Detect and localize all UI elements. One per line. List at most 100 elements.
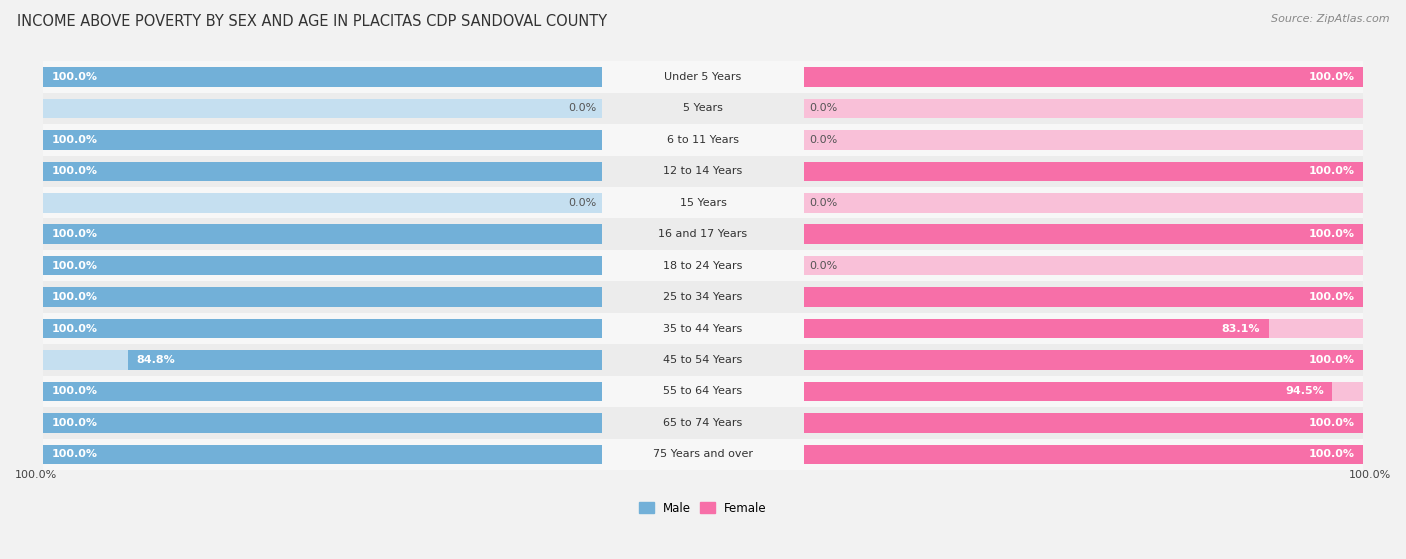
Text: 94.5%: 94.5% xyxy=(1285,386,1324,396)
Bar xyxy=(804,162,1362,181)
Bar xyxy=(44,250,1362,281)
Bar xyxy=(44,376,1362,407)
Text: 100.0%: 100.0% xyxy=(15,470,58,480)
Bar xyxy=(44,225,602,244)
Bar xyxy=(804,413,1362,433)
Bar xyxy=(804,350,1362,369)
Bar xyxy=(44,225,602,244)
Bar xyxy=(44,124,1362,155)
Text: Under 5 Years: Under 5 Years xyxy=(665,72,741,82)
Bar xyxy=(804,193,1362,212)
Text: INCOME ABOVE POVERTY BY SEX AND AGE IN PLACITAS CDP SANDOVAL COUNTY: INCOME ABOVE POVERTY BY SEX AND AGE IN P… xyxy=(17,14,607,29)
Text: 0.0%: 0.0% xyxy=(810,135,838,145)
Bar xyxy=(804,287,1362,307)
Bar xyxy=(804,256,1362,276)
Text: 100.0%: 100.0% xyxy=(52,135,97,145)
Text: 0.0%: 0.0% xyxy=(810,260,838,271)
Text: Source: ZipAtlas.com: Source: ZipAtlas.com xyxy=(1271,14,1389,24)
Bar xyxy=(44,413,602,433)
Text: 100.0%: 100.0% xyxy=(52,229,97,239)
Bar xyxy=(804,382,1362,401)
Text: 15 Years: 15 Years xyxy=(679,198,727,208)
Bar xyxy=(44,444,602,464)
Text: 100.0%: 100.0% xyxy=(1348,470,1391,480)
Text: 100.0%: 100.0% xyxy=(1309,292,1354,302)
Text: 12 to 14 Years: 12 to 14 Years xyxy=(664,167,742,176)
Text: 35 to 44 Years: 35 to 44 Years xyxy=(664,324,742,334)
Bar xyxy=(44,61,1362,93)
Bar xyxy=(44,256,602,276)
Text: 100.0%: 100.0% xyxy=(1309,355,1354,365)
Text: 45 to 54 Years: 45 to 54 Years xyxy=(664,355,742,365)
Bar xyxy=(44,319,602,338)
Text: 0.0%: 0.0% xyxy=(810,198,838,208)
Text: 100.0%: 100.0% xyxy=(52,418,97,428)
Text: 100.0%: 100.0% xyxy=(52,167,97,176)
Bar xyxy=(44,187,1362,219)
Bar xyxy=(804,444,1362,464)
Bar xyxy=(44,130,602,150)
Text: 18 to 24 Years: 18 to 24 Years xyxy=(664,260,742,271)
Bar xyxy=(44,130,602,150)
Bar xyxy=(804,225,1362,244)
Bar xyxy=(804,67,1362,87)
Bar xyxy=(804,413,1362,433)
Bar xyxy=(804,99,1362,118)
Text: 100.0%: 100.0% xyxy=(1309,229,1354,239)
Bar xyxy=(44,67,602,87)
Bar xyxy=(804,287,1362,307)
Bar xyxy=(804,350,1362,369)
Bar xyxy=(44,155,1362,187)
Bar xyxy=(44,413,602,433)
Text: 100.0%: 100.0% xyxy=(52,292,97,302)
Text: 75 Years and over: 75 Years and over xyxy=(652,449,754,459)
Text: 100.0%: 100.0% xyxy=(1309,449,1354,459)
Bar xyxy=(44,382,602,401)
Bar xyxy=(44,444,602,464)
Bar xyxy=(44,382,602,401)
Bar xyxy=(44,319,602,338)
Text: 0.0%: 0.0% xyxy=(568,103,596,113)
Bar xyxy=(44,99,602,118)
Text: 84.8%: 84.8% xyxy=(136,355,176,365)
Text: 83.1%: 83.1% xyxy=(1222,324,1260,334)
Bar xyxy=(804,319,1268,338)
Bar xyxy=(128,350,602,369)
Bar xyxy=(44,350,602,369)
Bar xyxy=(44,162,602,181)
Text: 100.0%: 100.0% xyxy=(1309,167,1354,176)
Text: 65 to 74 Years: 65 to 74 Years xyxy=(664,418,742,428)
Bar xyxy=(804,67,1362,87)
Text: 0.0%: 0.0% xyxy=(810,103,838,113)
Text: 25 to 34 Years: 25 to 34 Years xyxy=(664,292,742,302)
Bar xyxy=(44,256,602,276)
Bar xyxy=(44,407,1362,439)
Bar xyxy=(804,444,1362,464)
Text: 5 Years: 5 Years xyxy=(683,103,723,113)
Bar xyxy=(44,93,1362,124)
Legend: Male, Female: Male, Female xyxy=(634,497,772,519)
Bar xyxy=(44,219,1362,250)
Text: 100.0%: 100.0% xyxy=(52,260,97,271)
Text: 100.0%: 100.0% xyxy=(1309,418,1354,428)
Text: 16 and 17 Years: 16 and 17 Years xyxy=(658,229,748,239)
Bar xyxy=(804,130,1362,150)
Bar xyxy=(44,313,1362,344)
Text: 100.0%: 100.0% xyxy=(52,449,97,459)
Text: 100.0%: 100.0% xyxy=(52,324,97,334)
Text: 100.0%: 100.0% xyxy=(52,72,97,82)
Text: 55 to 64 Years: 55 to 64 Years xyxy=(664,386,742,396)
Bar xyxy=(44,287,602,307)
Bar xyxy=(804,162,1362,181)
Bar xyxy=(44,193,602,212)
Bar xyxy=(804,225,1362,244)
Bar xyxy=(804,319,1362,338)
Bar xyxy=(44,287,602,307)
Text: 100.0%: 100.0% xyxy=(1309,72,1354,82)
Text: 0.0%: 0.0% xyxy=(568,198,596,208)
Bar xyxy=(44,344,1362,376)
Bar xyxy=(44,439,1362,470)
Bar xyxy=(804,382,1333,401)
Bar xyxy=(44,162,602,181)
Bar xyxy=(44,281,1362,313)
